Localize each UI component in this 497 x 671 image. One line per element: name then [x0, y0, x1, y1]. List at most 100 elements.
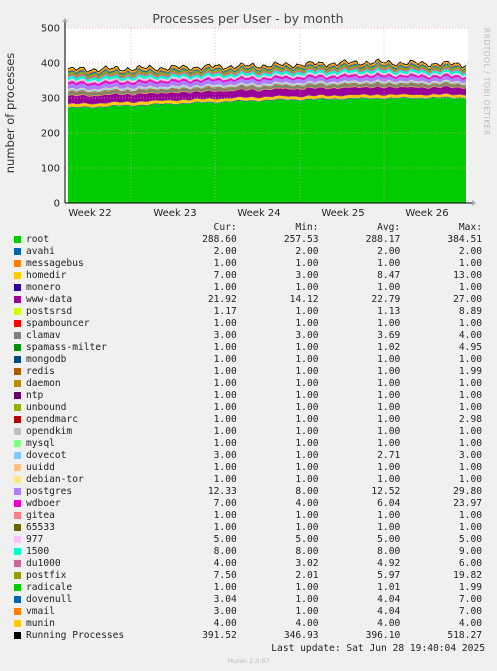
- legend-swatch: [14, 536, 21, 543]
- legend-value-max: 1.00: [458, 510, 483, 521]
- legend-row: 65533 1.00 1.00 1.00 1.00: [12, 522, 482, 534]
- legend-value-cur: 4.00: [213, 618, 237, 629]
- legend-value-min: 8.00: [295, 486, 319, 497]
- stacked-series: [67, 58, 467, 203]
- legend-label: du1000: [26, 558, 61, 569]
- area-series-www-data: [68, 86, 466, 105]
- legend-value-min: 3.02: [295, 558, 319, 569]
- legend-label: opendmarc: [26, 414, 78, 425]
- legend-value-avg: 1.00: [377, 282, 401, 293]
- legend-row: wdboer 7.00 4.00 6.04 23.97: [12, 498, 482, 510]
- legend-row: opendmarc 1.00 1.00 1.00 2.98: [12, 414, 482, 426]
- legend-label: root: [26, 234, 50, 245]
- legend-value-avg: 4.04: [377, 594, 401, 605]
- legend-value-avg: 2.00: [377, 246, 401, 257]
- legend-value-min: 14.12: [289, 294, 319, 305]
- legend-label: debian-tor: [26, 474, 84, 485]
- legend-value-avg: 4.04: [377, 606, 401, 617]
- legend-value-min: 4.00: [295, 618, 319, 629]
- legend-swatch: [14, 332, 21, 339]
- x-tick-label: Week 23: [153, 208, 196, 219]
- x-tick-label: Week 24: [237, 208, 280, 219]
- legend-swatch: [14, 548, 21, 555]
- y-axis: 0 100 200 300 400 500: [41, 24, 60, 210]
- legend-row: postsrsd 1.17 1.00 1.13 8.89: [12, 306, 482, 318]
- legend-value-avg: 288.17: [365, 234, 401, 245]
- legend-swatch: [14, 380, 21, 387]
- legend-header-row: Cur: Min: Avg: Max:: [12, 222, 482, 234]
- area-series-wdboer: [68, 72, 466, 87]
- legend-row: du1000 4.00 3.02 4.92 6.00: [12, 558, 482, 570]
- area-series-dovecot: [68, 80, 466, 92]
- legend-value-min: 2.00: [295, 246, 319, 257]
- legend-row: avahi 2.00 2.00 2.00 2.00: [12, 246, 482, 258]
- legend-value-cur: 3.00: [213, 606, 237, 617]
- legend-value-cur: 1.00: [213, 426, 237, 437]
- legend-row: 1500 8.00 8.00 8.00 9.00: [12, 546, 482, 558]
- legend-row: messagebus 1.00 1.00 1.00 1.00: [12, 258, 482, 270]
- legend-value-min: 1.00: [295, 342, 319, 353]
- legend-value-cur: 1.00: [213, 522, 237, 533]
- legend-swatch: [14, 368, 21, 375]
- legend-value-avg: 1.00: [377, 522, 401, 533]
- legend-value-max: 7.00: [458, 594, 483, 605]
- legend-value-avg: 8.47: [377, 270, 401, 281]
- legend-value-min: 5.00: [295, 534, 319, 545]
- legend-swatch: [14, 392, 21, 399]
- legend-label: 65533: [26, 522, 55, 533]
- chart-area: Processes per User - by month number of …: [3, 11, 491, 219]
- legend-label: unbound: [26, 402, 67, 413]
- legend-value-cur: 1.00: [213, 390, 237, 401]
- legend-value-cur: 21.92: [207, 294, 237, 305]
- y-axis-arrow-icon: [62, 18, 68, 22]
- legend-value-min: 1.00: [295, 378, 319, 389]
- legend-row: redis 1.00 1.00 1.00 1.99: [12, 366, 482, 378]
- legend-header-max: Max:: [458, 222, 482, 233]
- legend-label: 977: [26, 534, 44, 545]
- legend-value-cur: 2.00: [213, 246, 237, 257]
- legend-row: gitea 1.00 1.00 1.00 1.00: [12, 510, 482, 522]
- legend-value-cur: 3.04: [213, 594, 237, 605]
- legend-label: postgres: [26, 486, 73, 497]
- legend-value-avg: 1.00: [377, 510, 401, 521]
- legend-value-max: 3.00: [458, 450, 483, 461]
- legend-value-min: 1.00: [295, 582, 319, 593]
- legend-value-cur: 1.00: [213, 318, 237, 329]
- legend-value-avg: 2.71: [377, 450, 401, 461]
- area-series-root: [68, 97, 466, 203]
- legend-value-min: 1.00: [295, 282, 319, 293]
- legend-row: spamass-milter 1.00 1.00 1.02 4.95: [12, 342, 482, 354]
- legend-value-max: 1.00: [458, 402, 483, 413]
- legend-value-avg: 1.01: [377, 582, 401, 593]
- legend-value-max: 1.99: [458, 582, 483, 593]
- rrdtool-credit: RRDTOOL / TOBI OETIKER: [482, 28, 491, 136]
- legend-label: dovecot: [26, 450, 67, 461]
- legend-value-avg: 1.00: [377, 462, 401, 473]
- legend-value-max: 4.95: [458, 342, 483, 353]
- legend-label: postfix: [26, 570, 67, 581]
- legend-value-cur: 1.00: [213, 258, 237, 269]
- legend-value-min: 257.53: [283, 234, 319, 245]
- legend-label: messagebus: [26, 258, 84, 269]
- running-processes-line: [67, 58, 467, 73]
- legend-swatch: [14, 404, 21, 411]
- legend-swatch: [14, 272, 21, 279]
- legend-swatch: [14, 260, 21, 267]
- legend-row: daemon 1.00 1.00 1.00 1.00: [12, 378, 482, 390]
- legend-value-min: 346.93: [283, 630, 319, 641]
- legend-value-min: 3.00: [295, 270, 319, 281]
- y-tick-label: 300: [41, 94, 60, 105]
- legend-row: radicale 1.00 1.00 1.01 1.99: [12, 582, 482, 594]
- legend-swatch: [14, 488, 21, 495]
- legend-value-max: 19.82: [453, 570, 483, 581]
- legend-label: homedir: [26, 270, 67, 281]
- legend-value-max: 6.00: [458, 558, 483, 569]
- last-update: Last update: Sat Jun 28 19:40:04 2025: [271, 643, 485, 654]
- legend-label: uuidd: [26, 462, 55, 473]
- legend-value-min: 1.00: [295, 594, 319, 605]
- legend-value-avg: 1.02: [377, 342, 401, 353]
- legend-value-cur: 1.00: [213, 378, 237, 389]
- legend-value-avg: 1.00: [377, 378, 401, 389]
- legend-value-cur: 5.00: [213, 534, 237, 545]
- x-axis: Week 22 Week 23 Week 24 Week 25 Week 26: [68, 208, 448, 219]
